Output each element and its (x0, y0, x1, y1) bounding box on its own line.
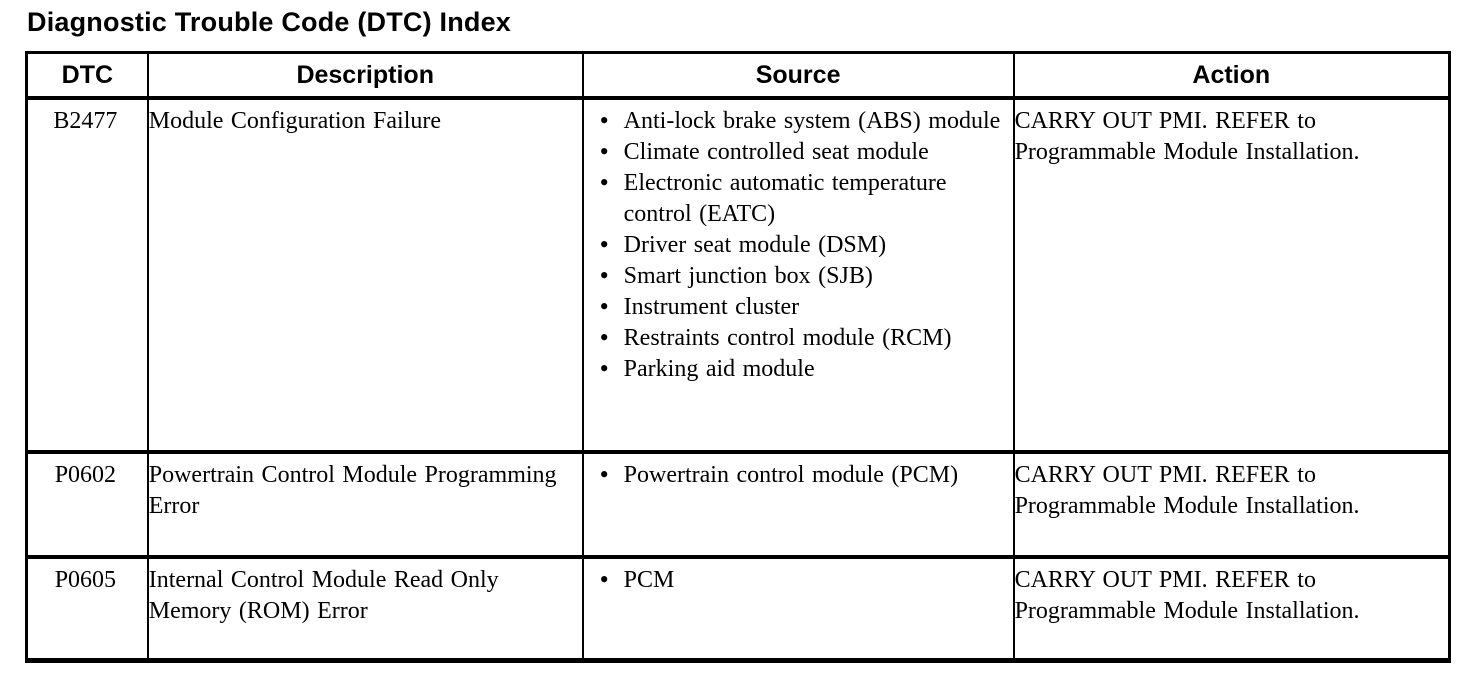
dtc-source-cell: Anti-lock brake system (ABS) moduleClima… (581, 96, 1015, 453)
document-page: Diagnostic Trouble Code (DTC) Index DTC … (0, 6, 1472, 676)
source-list-item: Driver seat module (DSM) (600, 229, 1003, 261)
column-header-description: Description (146, 51, 584, 100)
dtc-source-cell: PCM (581, 555, 1015, 662)
source-list-item: Smart junction box (SJB) (600, 260, 1003, 292)
source-list-item: Restraints control module (RCM) (600, 322, 1003, 354)
source-list: PCM (584, 564, 1009, 596)
dtc-description: Internal Control Module Read Only Memory… (146, 555, 584, 662)
page-title: Diagnostic Trouble Code (DTC) Index (27, 7, 512, 37)
dtc-description: Powertrain Control Module Programming Er… (146, 450, 584, 558)
column-header-action: Action (1012, 51, 1451, 100)
table-header-row: DTC Description Source Action (25, 51, 1451, 100)
column-header-dtc: DTC (25, 51, 149, 100)
source-list-item: Anti-lock brake system (ABS) module (600, 105, 1003, 137)
table-row: B2477 Module Configuration Failure Anti-… (25, 96, 1451, 453)
dtc-code: B2477 (25, 96, 149, 453)
dtc-description: Module Configuration Failure (146, 96, 584, 453)
source-list-item: Electronic automatic temperature control… (600, 167, 1003, 230)
dtc-index-table: DTC Description Source Action B2477 Modu… (25, 51, 1451, 663)
dtc-code: P0605 (25, 555, 149, 662)
dtc-source-cell: Powertrain control module (PCM) (581, 450, 1015, 558)
source-list-item: Powertrain control module (PCM) (600, 459, 1003, 491)
source-list: Powertrain control module (PCM) (584, 459, 1009, 491)
dtc-action: CARRY OUT PMI. REFER to Programmable Mod… (1012, 450, 1451, 558)
source-list-item: Parking aid module (600, 353, 1003, 385)
table-row: P0602 Powertrain Control Module Programm… (25, 450, 1451, 558)
source-list-item: Instrument cluster (600, 291, 1003, 323)
dtc-code: P0602 (25, 450, 149, 558)
table-row: P0605 Internal Control Module Read Only … (25, 555, 1451, 662)
source-list-item: Climate controlled seat module (600, 136, 1003, 168)
source-list: Anti-lock brake system (ABS) moduleClima… (584, 105, 1009, 385)
dtc-action: CARRY OUT PMI. REFER to Programmable Mod… (1012, 96, 1451, 453)
dtc-action: CARRY OUT PMI. REFER to Programmable Mod… (1012, 555, 1451, 662)
column-header-source: Source (581, 51, 1015, 100)
source-list-item: PCM (600, 564, 1003, 596)
